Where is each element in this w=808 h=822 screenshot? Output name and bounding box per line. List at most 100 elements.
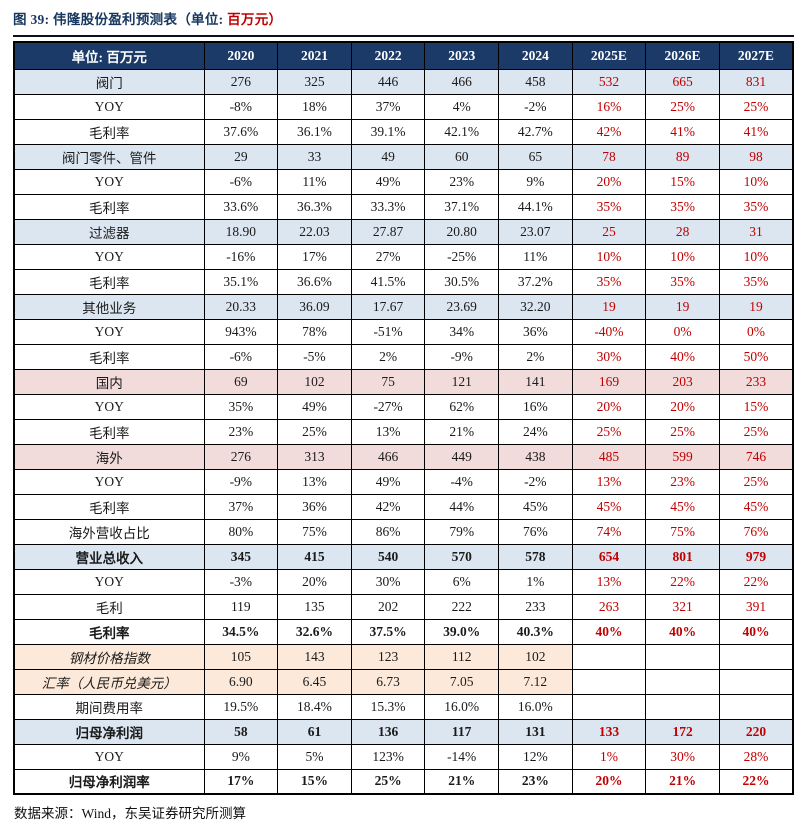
data-cell: 13%	[350, 418, 426, 445]
data-cell: 60	[424, 143, 499, 170]
table-row: YOY -6% 11% 49% 23% 9% 20% 15% 10%	[13, 168, 794, 195]
data-cell: 27.87	[350, 218, 426, 245]
data-cell: 44%	[424, 493, 499, 520]
row-label: 汇率（人民币兑美元）	[13, 668, 205, 695]
row-label: 营业总收入	[13, 543, 205, 570]
data-cell: 25%	[718, 468, 794, 495]
data-cell: 578	[498, 543, 573, 570]
data-cell: 30%	[645, 743, 720, 770]
data-cell: 36.3%	[277, 193, 352, 220]
data-cell: 13%	[571, 568, 647, 595]
data-cell: 570	[424, 543, 499, 570]
table-row: YOY 9% 5% 123% -14% 12% 1% 30% 28%	[13, 743, 794, 770]
data-cell: 23%	[498, 768, 573, 795]
data-cell: 25%	[718, 93, 794, 120]
data-cell: 20%	[571, 168, 647, 195]
data-cell	[645, 668, 720, 695]
data-cell	[718, 668, 794, 695]
data-cell: 16.0%	[498, 693, 573, 720]
data-cell: 76%	[498, 518, 573, 545]
data-cell: 27%	[350, 243, 426, 270]
data-cell: 313	[277, 443, 352, 470]
data-cell: 449	[424, 443, 499, 470]
data-cell	[645, 643, 720, 670]
data-cell: 19	[645, 293, 720, 320]
data-cell: 276	[203, 68, 279, 95]
data-source-note: 数据来源：Wind，东吴证券研究所测算	[14, 806, 246, 821]
data-cell: 169	[571, 368, 647, 395]
data-cell: 123%	[350, 743, 426, 770]
data-cell: 18%	[277, 93, 352, 120]
data-cell: 19	[718, 293, 794, 320]
data-cell: 41%	[645, 118, 720, 145]
table-row: YOY 943% 78% -51% 34% 36% -40% 0% 0%	[13, 318, 794, 345]
row-label: 毛利率	[13, 268, 205, 295]
data-cell: 23%	[203, 418, 279, 445]
data-cell: 6.73	[350, 668, 426, 695]
row-label: YOY	[13, 743, 205, 770]
data-cell: 36.1%	[277, 118, 352, 145]
profit-forecast-table: 单位: 百万元 2020 2021 2022 2023 2024 2025E 2026E 202…	[13, 41, 794, 795]
row-label: 国内	[13, 368, 205, 395]
row-label: 期间费用率	[13, 693, 205, 720]
table-row: 阀门零件、管件 29 33 49 60 65 78 89 98	[13, 143, 794, 170]
data-cell: 42.1%	[424, 118, 499, 145]
data-cell: 37%	[203, 493, 279, 520]
data-cell: 69	[203, 368, 279, 395]
data-cell: 39.1%	[350, 118, 426, 145]
header-unit-cell: 单位: 百万元	[13, 41, 205, 70]
data-cell: 23%	[424, 168, 499, 195]
data-cell: 15.3%	[350, 693, 426, 720]
data-cell: 23%	[645, 468, 720, 495]
data-cell: 45%	[645, 493, 720, 520]
data-cell: 1%	[498, 568, 573, 595]
data-cell: 33.6%	[203, 193, 279, 220]
table-row: 钢材价格指数 105 143 123 112 102	[13, 643, 794, 670]
data-cell: 29	[203, 143, 279, 170]
row-label: YOY	[13, 568, 205, 595]
header-year-cell: 2020	[203, 41, 279, 70]
header-year-cell: 2023	[424, 41, 499, 70]
data-cell: 13%	[277, 468, 352, 495]
row-label: 海外营收占比	[13, 518, 205, 545]
data-cell: 17%	[203, 768, 279, 795]
data-cell: 117	[424, 718, 499, 745]
data-cell: 10%	[718, 168, 794, 195]
data-cell: -2%	[498, 468, 573, 495]
data-cell: -2%	[498, 93, 573, 120]
data-cell: -51%	[350, 318, 426, 345]
data-cell: 119	[203, 593, 279, 620]
table-row: 归母净利润 58 61 136 117 131 133 172 220	[13, 718, 794, 745]
data-cell: -8%	[203, 93, 279, 120]
data-cell: 34%	[424, 318, 499, 345]
data-cell: 42%	[350, 493, 426, 520]
data-cell: 112	[424, 643, 499, 670]
data-cell: 20.33	[203, 293, 279, 320]
data-cell: 40.3%	[498, 618, 573, 645]
data-cell: 15%	[277, 768, 352, 795]
data-cell: 44.1%	[498, 193, 573, 220]
table-row: 国内 69 102 75 121 141 169 203 233	[13, 368, 794, 395]
data-cell: 75%	[277, 518, 352, 545]
table-row: 其他业务 20.33 36.09 17.67 23.69 32.20 19 19 19	[13, 293, 794, 320]
data-cell: 31	[718, 218, 794, 245]
row-label: YOY	[13, 393, 205, 420]
data-cell: 276	[203, 443, 279, 470]
data-cell: 79%	[424, 518, 499, 545]
table-row: 海外营收占比 80% 75% 86% 79% 76% 74% 75% 76%	[13, 518, 794, 545]
table-row: 毛利率 34.5% 32.6% 37.5% 39.0% 40.3% 40% 40% 40%	[13, 618, 794, 645]
data-cell	[571, 643, 647, 670]
data-cell: 45%	[498, 493, 573, 520]
data-cell	[571, 693, 647, 720]
data-cell: 40%	[645, 618, 720, 645]
data-cell: 16%	[498, 393, 573, 420]
header-year-cell: 2026E	[645, 41, 720, 70]
data-cell: 45%	[571, 493, 647, 520]
data-cell: 35%	[203, 393, 279, 420]
data-cell: 325	[277, 68, 352, 95]
table-row: 海外 276 313 466 449 438 485 599 746	[13, 443, 794, 470]
data-cell: 22.03	[277, 218, 352, 245]
table-row: YOY -3% 20% 30% 6% 1% 13% 22% 22%	[13, 568, 794, 595]
data-cell: 20%	[645, 393, 720, 420]
data-cell: -6%	[203, 168, 279, 195]
